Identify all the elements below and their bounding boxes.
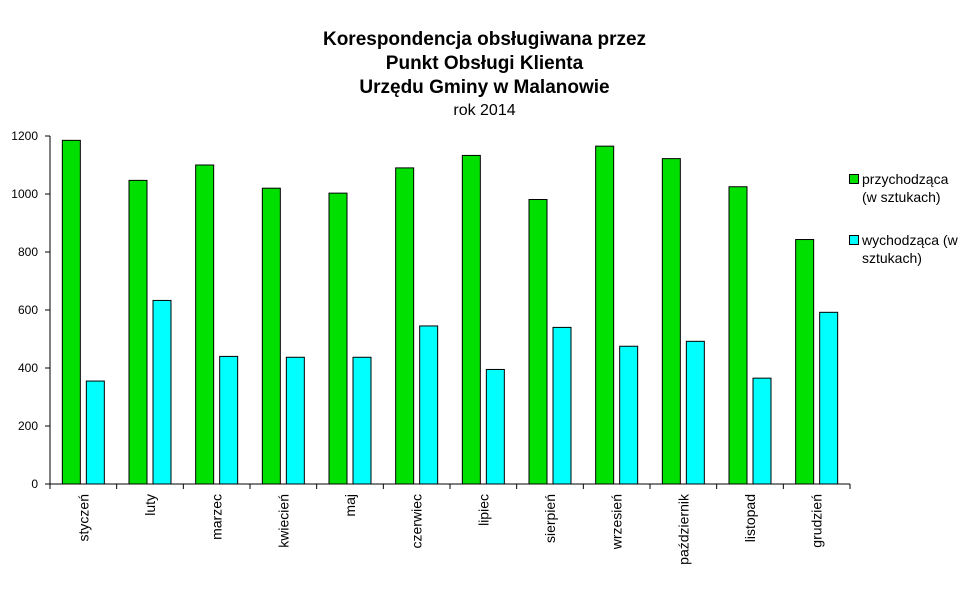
bar-outgoing-5	[352, 356, 372, 485]
x-tick-label: listopad	[742, 494, 758, 542]
y-tick-label: 1000	[11, 187, 38, 201]
bar-outgoing-3	[219, 355, 239, 485]
y-tick-label: 800	[18, 245, 38, 259]
chart-title-block: Korespondencja obsługiwana przez Punkt O…	[0, 28, 969, 121]
x-tick-label: marzec	[209, 494, 225, 540]
chart-title-line-1: Korespondencja obsługiwana przez	[322, 29, 647, 50]
bar-outgoing-8	[552, 326, 572, 485]
x-tick-label: lipiec	[475, 494, 491, 526]
x-tick-label: grudzień	[809, 494, 825, 548]
bar-incoming-1	[61, 139, 81, 485]
x-tick-label: styczeń	[75, 494, 91, 541]
bar-outgoing-10	[685, 340, 705, 485]
bar-incoming-3	[195, 164, 215, 485]
y-tick-label: 1200	[11, 129, 38, 143]
y-tick-label: 0	[31, 477, 38, 491]
x-tick-label: maj	[342, 494, 358, 517]
legend-item-outgoing: wychodząca (w sztukach)	[849, 231, 969, 267]
y-tick-label: 600	[18, 303, 38, 317]
y-tick-label: 200	[18, 419, 38, 433]
y-tick-label: 400	[18, 361, 38, 375]
bar-outgoing-2	[152, 299, 172, 485]
x-tick-label: czerwiec	[409, 494, 425, 548]
bar-incoming-8	[528, 199, 548, 485]
chart-subtitle: rok 2014	[453, 102, 516, 119]
legend-label-outgoing-line-1: wychodząca (w	[862, 232, 958, 248]
bar-outgoing-6	[419, 325, 439, 485]
chart-title-line-3: Urzędu Gminy w Malanowie	[359, 77, 610, 98]
x-tick-label: kwiecień	[275, 494, 291, 548]
bar-outgoing-7	[485, 368, 505, 485]
legend-label-incoming-line-1: przychodząca	[862, 171, 949, 187]
legend-swatch-incoming	[849, 174, 859, 184]
bar-incoming-9	[595, 145, 615, 485]
x-tick-label: sierpień	[542, 494, 558, 543]
legend-label-incoming-line-2: (w sztukach)	[862, 189, 941, 205]
bar-outgoing-4	[285, 356, 305, 485]
legend-label-outgoing-line-2: sztukach)	[862, 250, 922, 266]
x-tick-label: wrzesień	[609, 494, 625, 550]
chart-title-line-2: Punkt Obsługi Klienta	[385, 53, 584, 74]
legend-item-incoming: przychodząca (w sztukach)	[849, 170, 969, 206]
x-tick-label: październik	[675, 493, 691, 565]
bar-incoming-11	[728, 186, 748, 485]
x-tick-label: luty	[142, 494, 158, 516]
bar-incoming-2	[128, 179, 148, 485]
bar-outgoing-9	[619, 345, 639, 485]
bar-outgoing-1	[85, 380, 105, 485]
legend-swatch-outgoing	[849, 235, 859, 245]
legend: przychodząca (w sztukach) wychodząca (w …	[849, 170, 969, 292]
bar-outgoing-12	[819, 311, 839, 485]
bar-incoming-12	[795, 239, 815, 485]
bar-incoming-7	[461, 154, 481, 485]
bar-incoming-4	[261, 187, 281, 485]
bar-incoming-10	[661, 158, 681, 485]
bar-incoming-6	[395, 167, 415, 485]
bar-outgoing-11	[752, 377, 772, 485]
bar-incoming-5	[328, 192, 348, 485]
